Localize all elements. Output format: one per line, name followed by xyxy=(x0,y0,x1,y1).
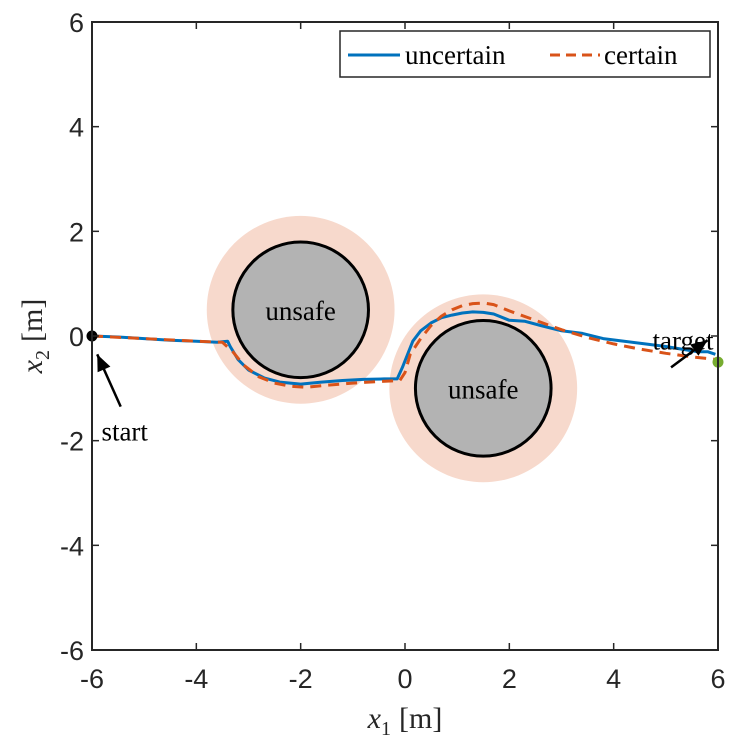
obstacles-layer: unsafe unsafe xyxy=(206,215,578,483)
annotations-layer: start target xyxy=(96,325,714,447)
legend-label-certain: certain xyxy=(604,40,678,70)
x-tick-label: 4 xyxy=(606,664,621,694)
y-tick-label: -4 xyxy=(60,531,84,561)
x-tick-label: 2 xyxy=(502,664,517,694)
y-tick-label: 0 xyxy=(69,322,84,352)
y-axis-sub: 2 xyxy=(32,350,54,360)
x-tick-label: 0 xyxy=(397,664,412,694)
x-axis-var: x xyxy=(367,702,382,735)
x-tick-label: -6 xyxy=(80,664,104,694)
y-tick-label: -6 xyxy=(60,636,84,666)
x-tick-label: 6 xyxy=(710,664,725,694)
x-tick-label: -4 xyxy=(184,664,208,694)
legend-label-uncertain: uncertain xyxy=(405,40,506,70)
y-axis-var: x xyxy=(16,359,49,374)
y-axis-unit: [m] xyxy=(16,299,49,342)
x-axis-label: x1 [m] xyxy=(367,702,443,740)
target-arrow-head xyxy=(690,340,708,356)
y-tick-label: 6 xyxy=(69,8,84,38)
obstacle-1-body xyxy=(231,240,370,380)
legend: uncertain certain xyxy=(339,30,711,78)
series-layer xyxy=(92,301,718,389)
ticks-layer: -6 -4 -2 0 2 4 6 -6 -4 -2 0 2 4 6 xyxy=(60,8,726,694)
series-line-uncertain xyxy=(92,310,716,386)
x-axis-unit: [m] xyxy=(399,702,442,735)
obstacle-2-label: unsafe xyxy=(448,374,518,404)
series-line-certain xyxy=(92,301,718,389)
y-axis-label: x2 [m] xyxy=(16,299,54,375)
target-annotation-label: target xyxy=(653,325,714,355)
obstacle-2-body xyxy=(413,319,553,458)
legend-box xyxy=(339,30,711,78)
start-arrow-head xyxy=(97,354,111,373)
y-tick-label: 2 xyxy=(69,217,84,247)
plot-background xyxy=(92,22,718,650)
y-tick-label: 4 xyxy=(69,113,84,143)
x-axis-sub: 1 xyxy=(381,718,391,740)
start-annotation-label: start xyxy=(101,417,148,447)
x-tick-label: -2 xyxy=(289,664,313,694)
obstacle-1-label: unsafe xyxy=(265,296,335,326)
y-tick-label: -2 xyxy=(60,427,84,457)
